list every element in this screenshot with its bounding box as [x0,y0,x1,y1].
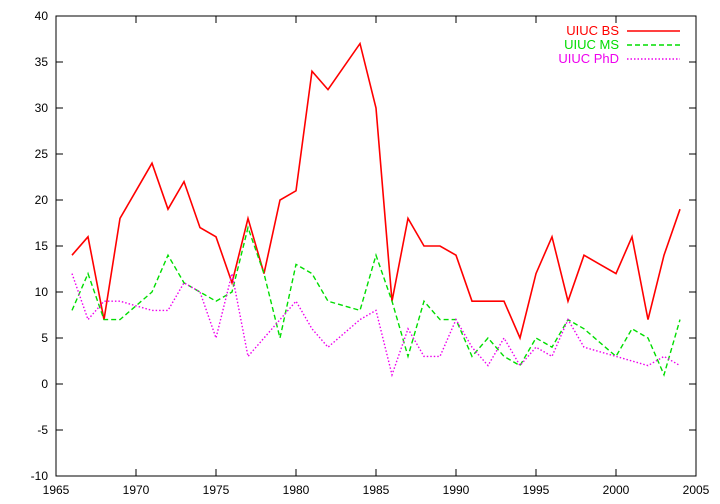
y-tick-label: -10 [31,469,49,483]
y-tick-label: 35 [35,55,49,69]
series-line-uiuc-ms [71,225,681,377]
plot-frame [55,15,697,477]
legend-label-uiuc-ms: UIUC MS [564,37,619,52]
x-tick-label: 2005 [683,483,710,497]
y-tick-label: 5 [41,331,48,345]
x-tick-label: 2000 [603,483,630,497]
series-lines [71,41,681,378]
legend-label-uiuc-phd: UIUC PhD [558,51,619,66]
y-tick-label: 0 [41,377,48,391]
x-tick-label: 1975 [203,483,230,497]
y-tick-label: 25 [35,147,49,161]
y-tick-label: 40 [35,9,49,23]
x-tick-label: 1980 [283,483,310,497]
axis-ticks: -10 -5 0 5 10 15 20 25 30 35 40 1965 1970 1975 1980 198… [31,9,710,497]
y-tick-label: 30 [35,101,49,115]
x-tick-label: 1995 [523,483,550,497]
y-tick-label: 20 [35,193,49,207]
x-tick-label: 1985 [363,483,390,497]
y-tick-label: 15 [35,239,49,253]
legend-label-uiuc-bs: UIUC BS [566,23,619,38]
series-line-uiuc-bs [71,41,681,341]
x-tick-label: 1965 [43,483,70,497]
y-tick-label: -5 [37,423,48,437]
y-tick-label: 10 [35,285,49,299]
x-tick-label: 1970 [123,483,150,497]
series-line-uiuc-phd [71,273,681,378]
x-tick-label: 1990 [443,483,470,497]
